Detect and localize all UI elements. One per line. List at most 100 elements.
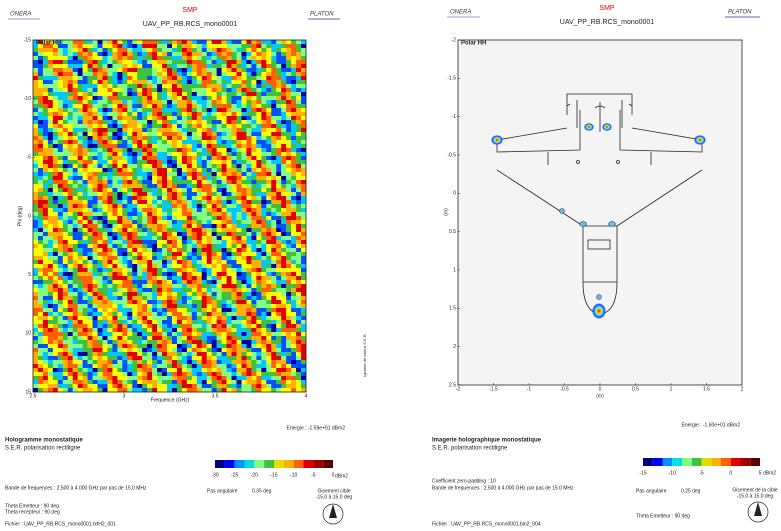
heatmap-cell [202, 208, 207, 212]
heatmap-cell [107, 120, 112, 124]
heatmap-cell [207, 184, 212, 188]
heatmap-cell [73, 172, 78, 176]
heatmap-cell [127, 336, 132, 340]
heatmap-cell [251, 292, 256, 296]
heatmap-cell [127, 176, 132, 180]
heatmap-cell [291, 168, 296, 172]
heatmap-cell [232, 236, 237, 240]
heatmap-cell [222, 284, 227, 288]
heatmap-cell [162, 244, 167, 248]
heatmap-cell [286, 356, 291, 360]
heatmap-cell [261, 156, 266, 160]
heatmap-cell [63, 40, 68, 44]
heatmap-cell [53, 316, 58, 320]
heatmap-cell [132, 268, 137, 272]
heatmap-cell [33, 128, 38, 132]
heatmap-cell [93, 120, 98, 124]
heatmap-cell [227, 372, 232, 376]
heatmap-cell [162, 348, 167, 352]
heatmap-cell [107, 164, 112, 168]
heatmap-cell [33, 380, 38, 384]
heatmap-cell [107, 136, 112, 140]
heatmap-cell [301, 236, 306, 240]
heatmap-cell [73, 168, 78, 172]
heatmap-cell [241, 76, 246, 80]
heatmap-cell [43, 56, 48, 60]
heatmap-cell [38, 120, 43, 124]
heatmap-cell [237, 136, 242, 140]
heatmap-cell [73, 144, 78, 148]
heatmap-cell [197, 72, 202, 76]
heatmap-cell [43, 288, 48, 292]
heatmap-cell [276, 184, 281, 188]
heatmap-cell [212, 80, 217, 84]
heatmap-cell [212, 184, 217, 188]
heatmap-cell [237, 204, 242, 208]
heatmap-cell [107, 144, 112, 148]
heatmap-cell [187, 220, 192, 224]
heatmap-cell [132, 96, 137, 100]
heatmap-cell [73, 60, 78, 64]
heatmap-cell [177, 188, 182, 192]
heatmap-cell [197, 292, 202, 296]
heatmap-cell [192, 168, 197, 172]
colorbar-tick: -5 [311, 472, 316, 478]
heatmap-cell [33, 296, 38, 300]
heatmap-cell [68, 124, 73, 128]
heatmap-cell [162, 128, 167, 132]
heatmap-cell [241, 256, 246, 260]
heatmap-cell [227, 164, 232, 168]
heatmap-cell [271, 300, 276, 304]
heatmap-cell [296, 292, 301, 296]
heatmap-cell [192, 388, 197, 392]
heatmap-cell [73, 244, 78, 248]
heatmap-cell [182, 204, 187, 208]
heatmap-cell [246, 356, 251, 360]
heatmap-cell [107, 264, 112, 268]
heatmap-cell [132, 364, 137, 368]
heatmap-cell [207, 308, 212, 312]
heatmap-cell [202, 296, 207, 300]
heatmap-cell [58, 224, 63, 228]
heatmap-cell [217, 236, 222, 240]
heatmap-cell [78, 384, 83, 388]
heatmap-cell [241, 320, 246, 324]
heatmap-cell [117, 72, 122, 76]
heatmap-cell [172, 308, 177, 312]
heatmap-cell [261, 380, 266, 384]
heatmap-cell [271, 48, 276, 52]
heatmap-cell [271, 240, 276, 244]
heatmap-cell [227, 288, 232, 292]
heatmap-cell [127, 64, 132, 68]
heatmap-cell [33, 340, 38, 344]
heatmap-cell [256, 240, 261, 244]
heatmap-cell [261, 100, 266, 104]
heatmap-cell [48, 324, 53, 328]
heatmap-cell [177, 176, 182, 180]
heatmap-cell [147, 248, 152, 252]
heatmap-cell [232, 192, 237, 196]
heatmap-cell [132, 116, 137, 120]
heatmap-cell [58, 100, 63, 104]
heatmap-cell [182, 280, 187, 284]
heatmap-cell [202, 76, 207, 80]
heatmap-cell [192, 216, 197, 220]
heatmap-cell [296, 112, 301, 116]
heatmap-cell [43, 336, 48, 340]
heatmap-cell [266, 40, 271, 44]
heatmap-cell [246, 252, 251, 256]
heatmap-cell [68, 72, 73, 76]
heatmap-cell [222, 308, 227, 312]
heatmap-cell [162, 124, 167, 128]
heatmap-cell [192, 144, 197, 148]
heatmap-cell [152, 72, 157, 76]
heatmap-cell [78, 220, 83, 224]
heatmap-cell [43, 220, 48, 224]
heatmap-cell [73, 164, 78, 168]
heatmap-cell [251, 300, 256, 304]
heatmap-cell [197, 348, 202, 352]
heatmap-cell [296, 192, 301, 196]
heatmap-cell [266, 148, 271, 152]
heatmap-cell [172, 240, 177, 244]
heatmap-cell [33, 276, 38, 280]
